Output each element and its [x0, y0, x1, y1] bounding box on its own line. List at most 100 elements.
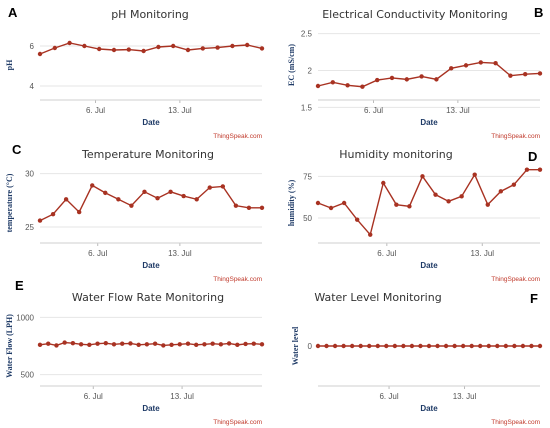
data-point	[194, 342, 199, 348]
data-point	[116, 197, 121, 202]
data-point	[368, 232, 373, 237]
credit-label: ThingSpeak.com	[213, 276, 262, 283]
y-tick-label: 75	[303, 172, 312, 181]
data-point	[200, 46, 205, 51]
data-point	[155, 196, 160, 201]
data-point	[70, 340, 76, 346]
data-point	[315, 200, 321, 206]
data-point	[360, 84, 365, 89]
panel-letter: F	[530, 291, 538, 306]
data-point	[207, 185, 212, 190]
y-axis-label: humidity (%)	[287, 179, 296, 226]
data-point	[185, 47, 191, 53]
data-point	[375, 77, 380, 83]
chart-panel-d: D Humidity monitoring 50 75 6. Jul 13. Jul Dat…	[287, 148, 543, 283]
x-axis-label: Date	[420, 404, 438, 413]
chart-panel-f: F Water Level Monitoring 0 6. Jul 13. Jul Dat…	[291, 291, 543, 426]
data-point	[493, 60, 498, 66]
data-point	[62, 340, 67, 345]
x-tick-label: 13. Jul	[470, 249, 494, 258]
data-point	[220, 184, 226, 189]
data-point	[401, 343, 406, 349]
data-point	[529, 343, 534, 349]
data-point	[111, 47, 117, 53]
data-point	[46, 341, 51, 346]
data-point	[315, 83, 321, 89]
data-point	[78, 342, 84, 347]
series-line	[39, 341, 263, 347]
data-point	[251, 341, 256, 346]
data-point	[37, 342, 43, 348]
data-point	[194, 197, 199, 202]
data-point	[50, 212, 56, 217]
data-point	[233, 203, 239, 208]
data-point	[512, 343, 517, 349]
data-point	[169, 342, 174, 348]
y-axis-label: temperature (°C)	[5, 173, 14, 232]
data-point	[486, 343, 491, 349]
y-tick-label: 500	[21, 371, 35, 380]
data-point	[384, 343, 389, 349]
data-point	[404, 77, 409, 82]
data-point	[446, 199, 451, 204]
data-point	[144, 342, 150, 347]
x-tick-label: 6. Jul	[86, 106, 105, 115]
data-point	[161, 343, 166, 348]
data-point	[418, 343, 423, 349]
data-point	[315, 343, 321, 349]
chart-panel-b: B Electrical Conductivity Monitoring 1.5 2 2…	[287, 5, 543, 140]
chart-title: Temperature Monitoring	[81, 148, 214, 161]
series-line	[317, 61, 541, 88]
y-tick-label: 6	[30, 42, 35, 51]
data-point	[389, 75, 395, 81]
x-axis-label: Date	[420, 261, 438, 270]
x-axis-label: Date	[142, 261, 160, 270]
y-tick-label: 2.5	[301, 30, 313, 39]
data-point	[469, 343, 474, 349]
data-point	[354, 217, 360, 222]
data-point	[463, 63, 469, 68]
data-point	[523, 72, 528, 77]
data-point	[202, 342, 207, 347]
series-line	[39, 184, 262, 222]
x-tick-label: 6. Jul	[377, 249, 396, 258]
data-point	[419, 74, 424, 79]
data-point	[394, 202, 399, 207]
data-point	[259, 46, 265, 51]
data-point	[452, 343, 457, 349]
data-point	[472, 172, 477, 177]
credit-label: ThingSpeak.com	[491, 419, 540, 426]
chart-panel-e: E Water Flow Rate Monitoring 500 1000 6. Jul…	[5, 278, 265, 426]
data-point	[332, 343, 338, 349]
data-point	[111, 342, 117, 347]
data-point	[330, 80, 335, 85]
data-point	[341, 200, 347, 206]
data-point	[520, 343, 526, 349]
panel-letter: C	[12, 142, 22, 157]
data-point	[511, 182, 517, 187]
credit-label: ThingSpeak.com	[213, 133, 262, 140]
data-point	[230, 43, 235, 49]
y-axis-label: EC (mS/cm)	[287, 44, 296, 86]
data-point	[409, 343, 415, 349]
data-point	[90, 183, 95, 188]
data-point	[129, 203, 134, 208]
data-point	[433, 192, 438, 197]
data-point	[459, 194, 464, 199]
data-point	[537, 167, 543, 172]
data-point	[63, 197, 69, 202]
data-point	[168, 189, 173, 194]
data-point	[120, 341, 125, 346]
y-axis-label: Water level	[291, 326, 300, 366]
y-tick-label: 4	[30, 82, 35, 91]
x-tick-label: 6. Jul	[379, 392, 398, 401]
data-point	[142, 189, 147, 194]
y-axis-label: pH	[5, 59, 14, 70]
x-tick-label: 13. Jul	[168, 106, 192, 115]
data-point	[434, 77, 439, 82]
data-point	[498, 189, 504, 194]
data-point	[259, 205, 265, 210]
data-point	[52, 45, 57, 51]
x-tick-label: 6. Jul	[364, 106, 383, 115]
